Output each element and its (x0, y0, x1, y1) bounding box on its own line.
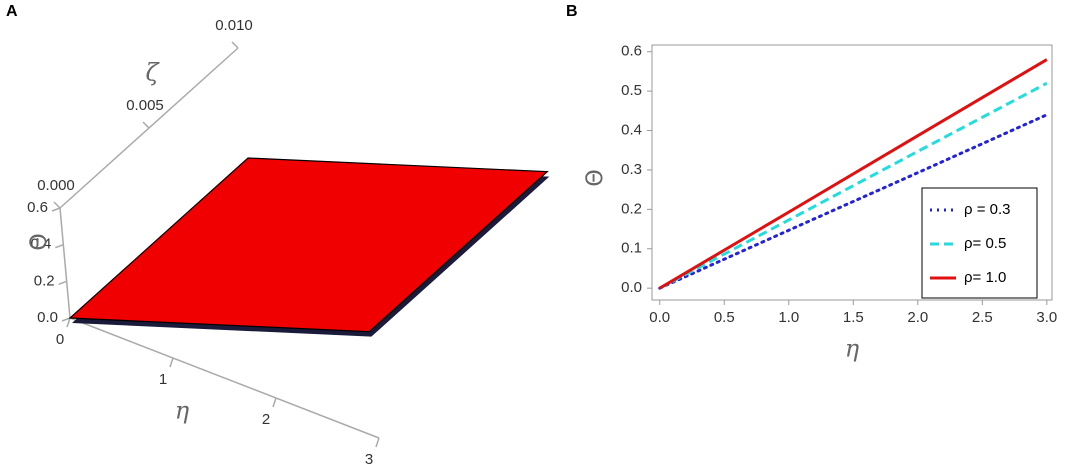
surface-patch (68, 157, 549, 333)
z-tick (51, 207, 61, 212)
y-tick-label: 0.2 (621, 200, 642, 217)
x-tick-label: 1 (159, 371, 167, 388)
y-tick-label: 0.3 (621, 161, 642, 178)
x-tick-label: 3.0 (1036, 309, 1057, 326)
z-tick-label: 0.4 (30, 236, 51, 253)
x-axis (69, 317, 380, 439)
x-tick (375, 437, 380, 448)
x-tick-label: 0.0 (649, 309, 670, 326)
z-tick-label: 0.2 (34, 272, 55, 289)
x-tick-label: 1.0 (778, 309, 799, 326)
y-tick-label: 0.1 (621, 240, 642, 257)
z-axis-label: Θ (27, 233, 52, 250)
panel-label: A (6, 3, 18, 20)
y-tick-label: 0.005 (126, 97, 164, 114)
x-tick-label: 0 (56, 331, 64, 348)
z-tick-label: 0.6 (27, 199, 48, 216)
x-tick-label: 2.5 (972, 309, 993, 326)
y-tick (53, 201, 61, 209)
x-tick-label: 2 (262, 411, 270, 428)
panel-label: B (566, 3, 578, 20)
y-tick-label: 0.0 (621, 279, 642, 296)
y-axis-label: Θ (583, 169, 608, 186)
x-tick-label: 0.5 (714, 309, 735, 326)
z-tick (58, 280, 67, 286)
legend-label: ρ= 0.5 (964, 235, 1006, 252)
y-tick-label: 0.000 (37, 177, 75, 194)
series-line (658, 113, 1049, 290)
legend-box (921, 187, 1038, 299)
x-tick-label: 1.5 (843, 309, 864, 326)
x-tick-label: 3 (365, 451, 373, 466)
y-tick (142, 121, 150, 129)
plot-frame (651, 44, 1053, 301)
legend-label: ρ= 1.0 (964, 269, 1006, 286)
z-axis (59, 207, 71, 319)
y-tick-label: 0.6 (621, 43, 642, 60)
series-line (659, 81, 1048, 290)
y-axis-label: ζ (145, 59, 160, 87)
x-tick (66, 317, 71, 328)
x-axis-label: η (175, 397, 190, 425)
y-tick (231, 41, 239, 49)
series-line (658, 58, 1048, 290)
x-tick (169, 357, 174, 368)
x-tick-label: 2.0 (907, 309, 928, 326)
y-tick-label: 0.010 (215, 17, 253, 34)
z-tick (55, 243, 64, 249)
z-tick-label: 0.0 (37, 309, 58, 326)
x-axis-label: η (845, 335, 860, 363)
legend-label: ρ = 0.3 (964, 201, 1010, 218)
y-tick-label: 0.4 (621, 121, 642, 138)
x-tick (272, 397, 277, 408)
y-tick-label: 0.5 (621, 82, 642, 99)
